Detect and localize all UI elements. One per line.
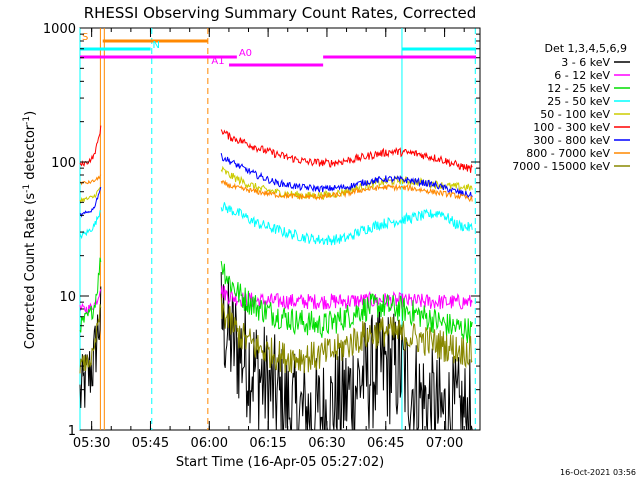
- legend-label: 800 - 7000 keV: [526, 147, 610, 160]
- x-tick-label: 06:00: [191, 436, 228, 451]
- series-line: [79, 125, 473, 173]
- legend-label: 3 - 6 keV: [561, 56, 610, 69]
- y-axis-label-exponent: -1: [22, 116, 32, 125]
- x-axis-label: Start Time (16-Apr-05 05:27:02): [176, 455, 384, 470]
- x-tick-label: 07:00: [426, 436, 463, 451]
- legend-label: 7000 - 15000 keV: [512, 160, 610, 173]
- x-tick-label: 05:30: [73, 436, 110, 451]
- flag-label: N: [153, 40, 160, 51]
- legend-label: 25 - 50 keV: [547, 95, 610, 108]
- legend-label: 50 - 100 keV: [540, 108, 610, 121]
- series-line: [79, 257, 473, 344]
- y-axis-label-part: Corrected Count Rate (s: [23, 193, 38, 350]
- legend-label: 6 - 12 keV: [554, 69, 610, 82]
- marker-lines: [79, 28, 476, 430]
- legend-header: Det 1,3,4,5,6,9: [544, 42, 627, 55]
- y-tick-label: 1000: [43, 22, 76, 37]
- footer-timestamp: 16-Oct-2021 03:56: [560, 468, 636, 477]
- legend-label: 300 - 800 keV: [533, 134, 610, 147]
- y-axis-label: Corrected Count Rate (s-1 detector-1): [22, 111, 38, 349]
- y-axis-label-part: detector: [23, 124, 38, 184]
- flag-label: A1: [211, 56, 224, 67]
- x-tick-label: 05:45: [132, 436, 169, 451]
- legend-label: 12 - 25 keV: [547, 82, 610, 95]
- y-axis-label-part: ): [23, 111, 38, 116]
- y-axis-ticks: 1 10 100 1000: [43, 22, 480, 439]
- y-axis-label-exponent: -1: [22, 184, 32, 193]
- series-line: [79, 293, 473, 374]
- chart-title: RHESSI Observing Summary Count Rates, Co…: [84, 4, 477, 22]
- y-tick-label: 100: [51, 156, 76, 171]
- x-tick-label: 06:30: [308, 436, 345, 451]
- y-tick-label: 1: [68, 424, 76, 439]
- series-line: [79, 152, 473, 218]
- flag-label: S: [82, 32, 88, 43]
- x-axis-ticks: 05:30 05:45 06:00 06:15 06:30 06:45 07:00: [73, 28, 465, 451]
- series-line: [79, 271, 473, 431]
- x-tick-label: 06:15: [249, 436, 286, 451]
- flag-bars: S N A0 A1: [80, 32, 477, 67]
- y-tick-label: 10: [59, 290, 76, 305]
- series-lines: [79, 125, 473, 431]
- series-line: [79, 174, 473, 203]
- legend-label: 100 - 300 keV: [533, 121, 610, 134]
- series-line: [79, 285, 473, 315]
- x-tick-label: 06:45: [367, 436, 404, 451]
- flag-label: A0: [239, 48, 252, 59]
